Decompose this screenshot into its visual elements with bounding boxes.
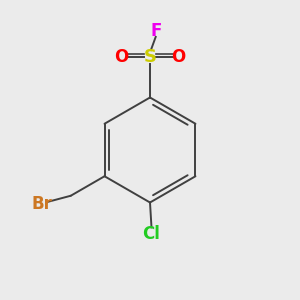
- Text: O: O: [114, 48, 129, 66]
- Text: Br: Br: [31, 194, 52, 212]
- Text: S: S: [143, 48, 157, 66]
- Text: O: O: [171, 48, 186, 66]
- Text: F: F: [151, 22, 162, 40]
- Text: Cl: Cl: [142, 225, 160, 243]
